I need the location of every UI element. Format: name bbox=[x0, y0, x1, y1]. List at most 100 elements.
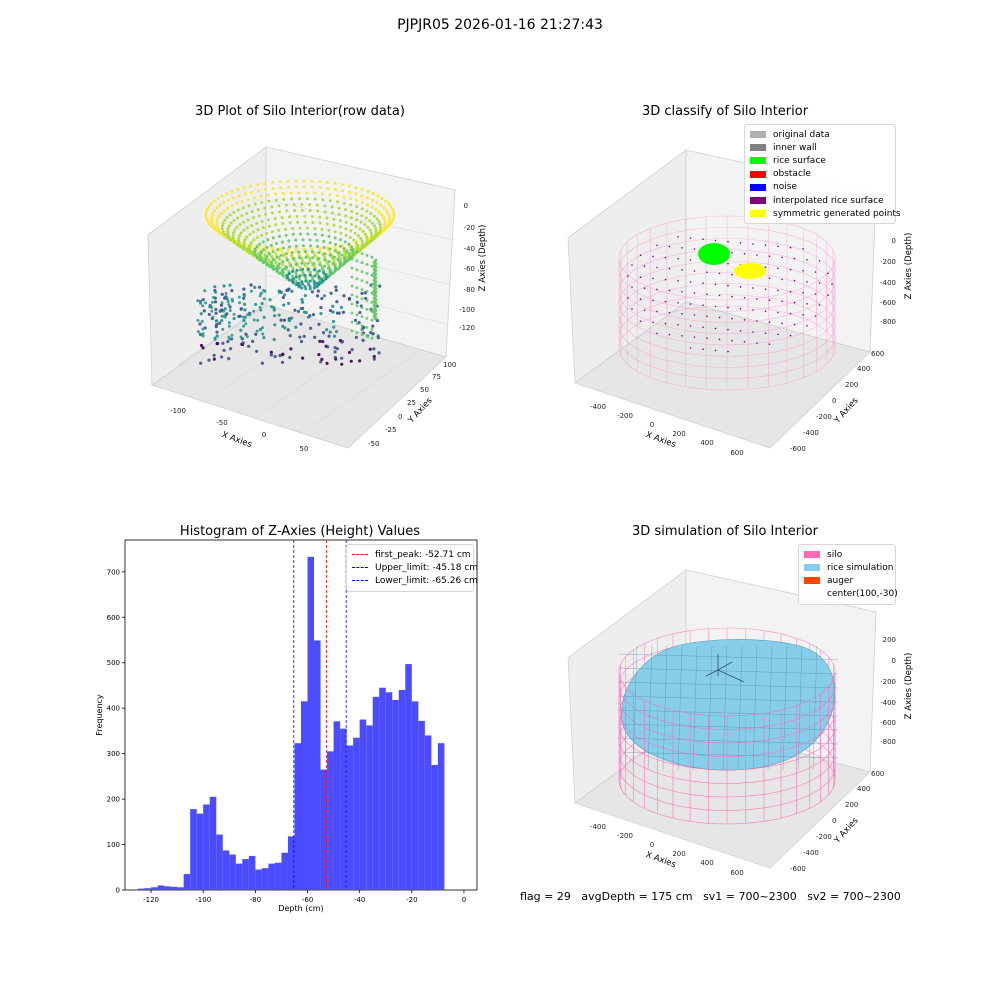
histogram-bar bbox=[320, 769, 328, 890]
histogram-y-tick-label: 200 bbox=[107, 796, 120, 804]
sim-y-tick: 200 bbox=[845, 801, 858, 809]
classify-z-tick: -400 bbox=[880, 279, 896, 287]
sim-x-tick: -200 bbox=[617, 832, 633, 840]
histogram-bar bbox=[372, 696, 380, 890]
legend-item: silo bbox=[804, 548, 890, 561]
legend-item: Upper_limit: -45.18 cm bbox=[352, 561, 478, 574]
histogram-bar bbox=[314, 640, 321, 890]
histogram-y-tick-label: 400 bbox=[107, 705, 120, 713]
flag-value: flag = 29 bbox=[520, 890, 571, 903]
legend-item: noise bbox=[750, 181, 890, 194]
raw-plot-title: 3D Plot of Silo Interior(row data) bbox=[195, 104, 405, 119]
legend-item: center(100,-30) bbox=[804, 588, 898, 601]
legend-label: silo bbox=[827, 549, 843, 560]
legend-swatch bbox=[352, 554, 368, 556]
sim-z-tick: -200 bbox=[880, 678, 896, 686]
legend-swatch bbox=[750, 157, 766, 165]
histogram-bar bbox=[235, 863, 243, 890]
histogram-bar bbox=[151, 887, 158, 890]
histogram-bar bbox=[177, 887, 184, 890]
histogram-bar bbox=[138, 888, 145, 890]
raw-x-tick: -50 bbox=[216, 419, 227, 427]
histogram-x-tick-label: 0 bbox=[462, 896, 466, 904]
symmetric-points-cluster bbox=[734, 263, 766, 279]
histogram-bar bbox=[222, 850, 230, 890]
raw-y-tick: 75 bbox=[432, 373, 441, 381]
histogram-y-axis-label: Frequency bbox=[95, 694, 104, 736]
raw-z-tick: -100 bbox=[459, 306, 475, 314]
classify-x-tick: 600 bbox=[730, 449, 743, 457]
raw-y-tick: 25 bbox=[407, 399, 416, 407]
histogram-bar bbox=[424, 735, 432, 890]
histogram-bar bbox=[255, 869, 262, 890]
legend-item: rice simulation bbox=[804, 561, 894, 574]
rice-surface-cluster bbox=[698, 243, 730, 265]
legend-swatch bbox=[750, 210, 766, 218]
raw-x-axis-label: X Axies bbox=[220, 430, 253, 450]
classify-z-tick: 0 bbox=[892, 237, 896, 245]
histogram-bar bbox=[431, 765, 438, 890]
histogram-y-tick-label: 500 bbox=[107, 659, 120, 667]
histogram-bar bbox=[229, 854, 236, 890]
legend-item: symmetric generated points bbox=[750, 207, 901, 220]
histogram-bar bbox=[203, 804, 210, 890]
sim-z-tick: -600 bbox=[880, 719, 896, 727]
histogram-bar bbox=[190, 809, 197, 890]
histogram-bar bbox=[418, 720, 425, 890]
sim-y-tick: -200 bbox=[816, 833, 832, 841]
classify-y-tick: 200 bbox=[845, 381, 858, 389]
histogram-bar bbox=[216, 834, 223, 890]
histogram-bar bbox=[307, 556, 315, 890]
classify-x-tick: -200 bbox=[617, 412, 633, 420]
legend-label: rice simulation bbox=[827, 562, 894, 573]
legend-label: symmetric generated points bbox=[773, 208, 901, 219]
histogram-x-tick-label: -100 bbox=[195, 896, 211, 904]
histogram-bar bbox=[327, 751, 334, 890]
legend-swatch bbox=[804, 577, 820, 585]
sim-x-tick: 400 bbox=[700, 859, 713, 867]
classify-x-tick: -400 bbox=[590, 403, 606, 411]
histogram-bar bbox=[379, 687, 386, 890]
sim-x-tick: 200 bbox=[672, 850, 685, 858]
sim-z-axis-label: Z Axies (Depth) bbox=[904, 653, 914, 720]
histogram-x-axis-label: Depth (cm) bbox=[278, 904, 323, 913]
sim-x-tick: 0 bbox=[650, 841, 654, 849]
raw-x-tick: -100 bbox=[170, 407, 186, 415]
classify-z-axis-label: Z Axies (Depth) bbox=[904, 233, 914, 300]
legend-swatch bbox=[352, 567, 368, 569]
histogram-bar bbox=[398, 690, 406, 890]
sim-x-tick: 600 bbox=[730, 869, 743, 877]
histogram-bar bbox=[392, 700, 399, 890]
histogram-bar bbox=[437, 743, 445, 890]
raw-z-tick: -60 bbox=[464, 265, 475, 273]
histogram-x-tick-label: -80 bbox=[250, 896, 261, 904]
classify-y-tick: -400 bbox=[803, 429, 819, 437]
histogram-bar bbox=[274, 862, 282, 890]
classify-y-tick: 600 bbox=[871, 350, 884, 358]
histogram-bar bbox=[301, 701, 308, 890]
raw-y-tick: -25 bbox=[385, 426, 396, 434]
histogram-bar bbox=[157, 885, 165, 890]
classify-interpolated-points bbox=[627, 236, 833, 353]
auger-marker bbox=[705, 654, 745, 683]
histogram-bar bbox=[183, 874, 191, 890]
legend-swatch bbox=[750, 170, 766, 178]
legend-label: obstacle bbox=[773, 169, 811, 180]
legend-item: interpolated rice surface bbox=[750, 194, 890, 207]
histogram-bar bbox=[209, 796, 217, 890]
classify-z-tick: -600 bbox=[880, 299, 896, 307]
sim-y-tick: 400 bbox=[857, 785, 870, 793]
raw-point-cloud bbox=[196, 179, 396, 366]
histogram-bar bbox=[366, 725, 373, 890]
histogram-bar bbox=[359, 719, 367, 890]
legend-label: first_peak: -52.71 cm bbox=[375, 549, 471, 560]
legend-swatch bbox=[750, 183, 766, 191]
sim-y-tick: 0 bbox=[832, 817, 836, 825]
classify-legend: original data inner wall rice surface ob… bbox=[744, 124, 901, 225]
simulation-3d-plot: -400 -200 0 200 400 600 -600 -400 -200 0… bbox=[567, 569, 914, 877]
raw-y-tick: 100 bbox=[443, 361, 456, 369]
sv2-value: sv2 = 700~2300 bbox=[807, 890, 901, 903]
sim-y-tick: -400 bbox=[803, 849, 819, 857]
histogram-threshold-lines bbox=[293, 540, 347, 890]
